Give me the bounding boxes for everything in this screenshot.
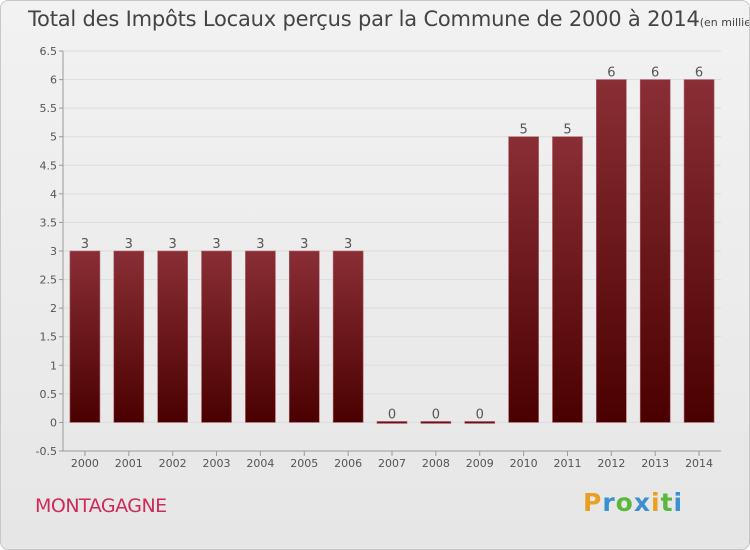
x-tick-label: 2004	[246, 457, 274, 470]
logo-letter: t	[660, 488, 674, 517]
y-tick-label: 2	[50, 302, 57, 315]
x-tick-label: 2000	[71, 457, 99, 470]
y-tick-label: 0.5	[40, 388, 58, 401]
x-tick-label: 2003	[203, 457, 231, 470]
data-label: 3	[300, 237, 308, 252]
unit-text: (en milliers d'€)	[699, 16, 750, 29]
y-tick-label: 4	[50, 188, 57, 201]
data-label: 5	[563, 123, 571, 138]
x-tick-label: 2009	[466, 457, 494, 470]
y-tick-label: -0.5	[36, 445, 57, 458]
logo-letter: i	[673, 488, 684, 517]
logo-letter: i	[651, 488, 661, 517]
x-tick-label: 2014	[685, 457, 713, 470]
y-tick-label: 3	[50, 245, 57, 258]
data-label: 5	[519, 123, 527, 138]
data-label: 6	[607, 66, 615, 81]
y-tick-label: 6	[50, 74, 57, 87]
logo-letter: r	[602, 488, 616, 517]
data-label: 6	[695, 66, 703, 81]
x-tick-label: 2001	[115, 457, 143, 470]
x-tick-label: 2010	[510, 457, 538, 470]
bar	[157, 250, 188, 423]
commune-name: MONTAGAGNE	[35, 495, 167, 517]
x-tick-label: 2011	[553, 457, 581, 470]
y-tick-label: 0	[50, 416, 57, 429]
x-tick-label: 2007	[378, 457, 406, 470]
bar	[201, 250, 232, 423]
x-tick-label: 2005	[290, 457, 318, 470]
data-label: 0	[388, 407, 396, 422]
x-tick-label: 2008	[422, 457, 450, 470]
y-tick-label: 4.5	[40, 159, 58, 172]
y-tick-label: 1.5	[40, 331, 58, 344]
data-label: 6	[651, 66, 659, 81]
bar	[683, 79, 715, 423]
bar	[69, 250, 101, 423]
bar	[639, 79, 671, 423]
data-label: 0	[476, 407, 484, 422]
data-label: 3	[212, 237, 220, 252]
bar	[464, 421, 496, 424]
y-tick-label: 3.5	[40, 216, 58, 229]
data-label: 3	[81, 237, 89, 252]
data-label: 3	[344, 237, 352, 252]
bar	[332, 250, 364, 423]
bar	[508, 136, 539, 423]
x-tick-label: 2012	[597, 457, 625, 470]
bar	[552, 136, 583, 423]
y-tick-label: 5	[50, 131, 57, 144]
x-tick-label: 2006	[334, 457, 362, 470]
data-label: 3	[256, 237, 264, 252]
data-label: 3	[169, 237, 177, 252]
y-tick-label: 1	[50, 359, 57, 372]
x-tick-label: 2002	[159, 457, 187, 470]
data-label: 3	[125, 237, 133, 252]
bar	[376, 421, 408, 424]
bar	[113, 250, 145, 423]
title-text: Total des Impôts Locaux perçus par la Co…	[28, 7, 700, 31]
chart-title: Total des Impôts Locaux perçus par la Co…	[28, 7, 750, 31]
bar	[288, 250, 320, 423]
x-tick-label: 2013	[641, 457, 669, 470]
y-tick-label: 6.5	[40, 45, 58, 58]
logo-letter: o	[615, 488, 634, 517]
data-label: 0	[432, 407, 440, 422]
y-tick-label: 2.5	[40, 274, 58, 287]
logo-letter: P	[583, 488, 603, 517]
bar	[245, 250, 276, 423]
bar	[420, 421, 452, 424]
logo-letter: x	[633, 488, 651, 517]
bar	[596, 79, 627, 423]
proxiti-logo: Proxiti	[583, 488, 683, 517]
y-tick-label: 5.5	[40, 102, 58, 115]
